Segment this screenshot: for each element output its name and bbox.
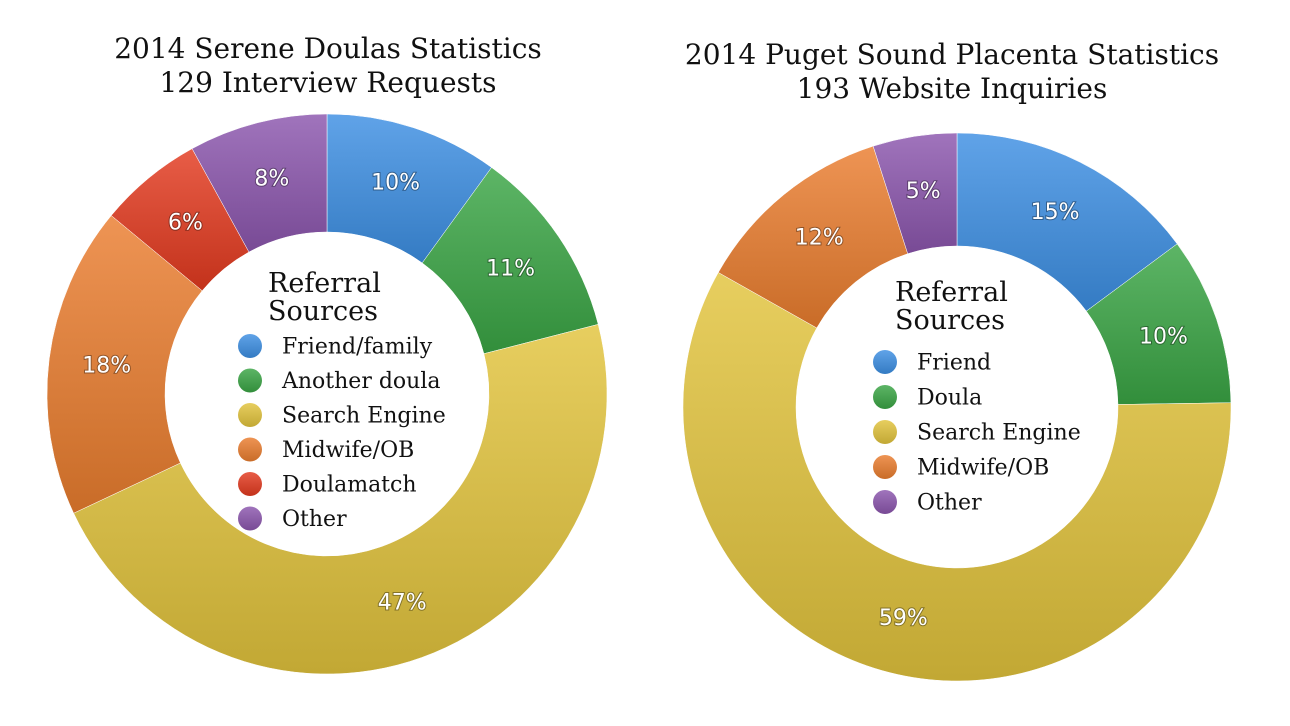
slice-label: 10% <box>371 170 420 195</box>
slice-label: 6% <box>168 210 203 235</box>
legend-entry-label: Friend <box>917 351 991 376</box>
legend-swatch-icon <box>873 455 897 479</box>
legend-swatch-icon <box>873 350 897 374</box>
slice-label: 12% <box>795 226 844 251</box>
legend-entry-label: Other <box>917 491 982 516</box>
legend-title-line: Sources <box>268 296 378 327</box>
slice-other <box>191 113 328 253</box>
chart-title-puget-sound-placenta: 2014 Puget Sound Placenta Statistics 193… <box>652 38 1252 106</box>
slice-label: 15% <box>1031 200 1080 225</box>
legend-entry-label: Search Engine <box>917 421 1081 446</box>
slice-search-engine <box>682 272 1232 682</box>
slice-label: 47% <box>378 590 427 615</box>
legend-swatch-icon <box>873 490 897 514</box>
legend-swatch-icon <box>238 368 262 393</box>
legend-title-line: Sources <box>895 305 1005 336</box>
legend-entry-label: Another doula <box>281 369 441 394</box>
legend-title-line: Referral <box>895 277 1008 308</box>
chart-subtitle-line: 129 Interview Requests <box>159 66 497 99</box>
slice-label: 18% <box>82 354 131 379</box>
legend-entry-label: Midwife/OB <box>282 438 414 463</box>
slice-label: 59% <box>879 606 928 631</box>
chart-title-line: 2014 Serene Doulas Statistics <box>114 32 542 65</box>
slice-label: 5% <box>906 179 941 204</box>
chart-title-line: 2014 Puget Sound Placenta Statistics <box>684 38 1220 71</box>
legend-entry-label: Midwife/OB <box>917 456 1049 481</box>
legend-swatch-icon <box>238 506 262 531</box>
chart-title-serene-doulas: 2014 Serene Doulas Statistics 129 Interv… <box>38 32 618 100</box>
legend-swatch-icon <box>238 403 262 427</box>
legend-entry-label: Other <box>282 507 347 532</box>
legend-entry-label: Doula <box>917 386 982 411</box>
legend-entry-label: Search Engine <box>282 404 446 429</box>
legend-swatch-icon <box>238 334 262 358</box>
legend-swatch-icon <box>238 437 262 462</box>
legend-title-line: Referral <box>268 268 381 299</box>
slice-search-engine <box>73 324 608 675</box>
legend-entry-label: Doulamatch <box>282 473 417 498</box>
slice-label: 8% <box>254 166 289 191</box>
legend-entry-label: Friend/family <box>282 335 433 360</box>
legend-swatch-icon <box>873 385 897 409</box>
slice-friend <box>956 132 1178 312</box>
slice-midwife-ob <box>46 215 203 514</box>
slice-label: 11% <box>486 257 535 282</box>
legend-swatch-icon <box>873 420 897 444</box>
chart-subtitle-line: 193 Website Inquiries <box>796 72 1108 105</box>
legend-swatch-icon <box>238 472 262 496</box>
slice-label: 10% <box>1139 325 1188 350</box>
slice-other <box>872 132 958 255</box>
